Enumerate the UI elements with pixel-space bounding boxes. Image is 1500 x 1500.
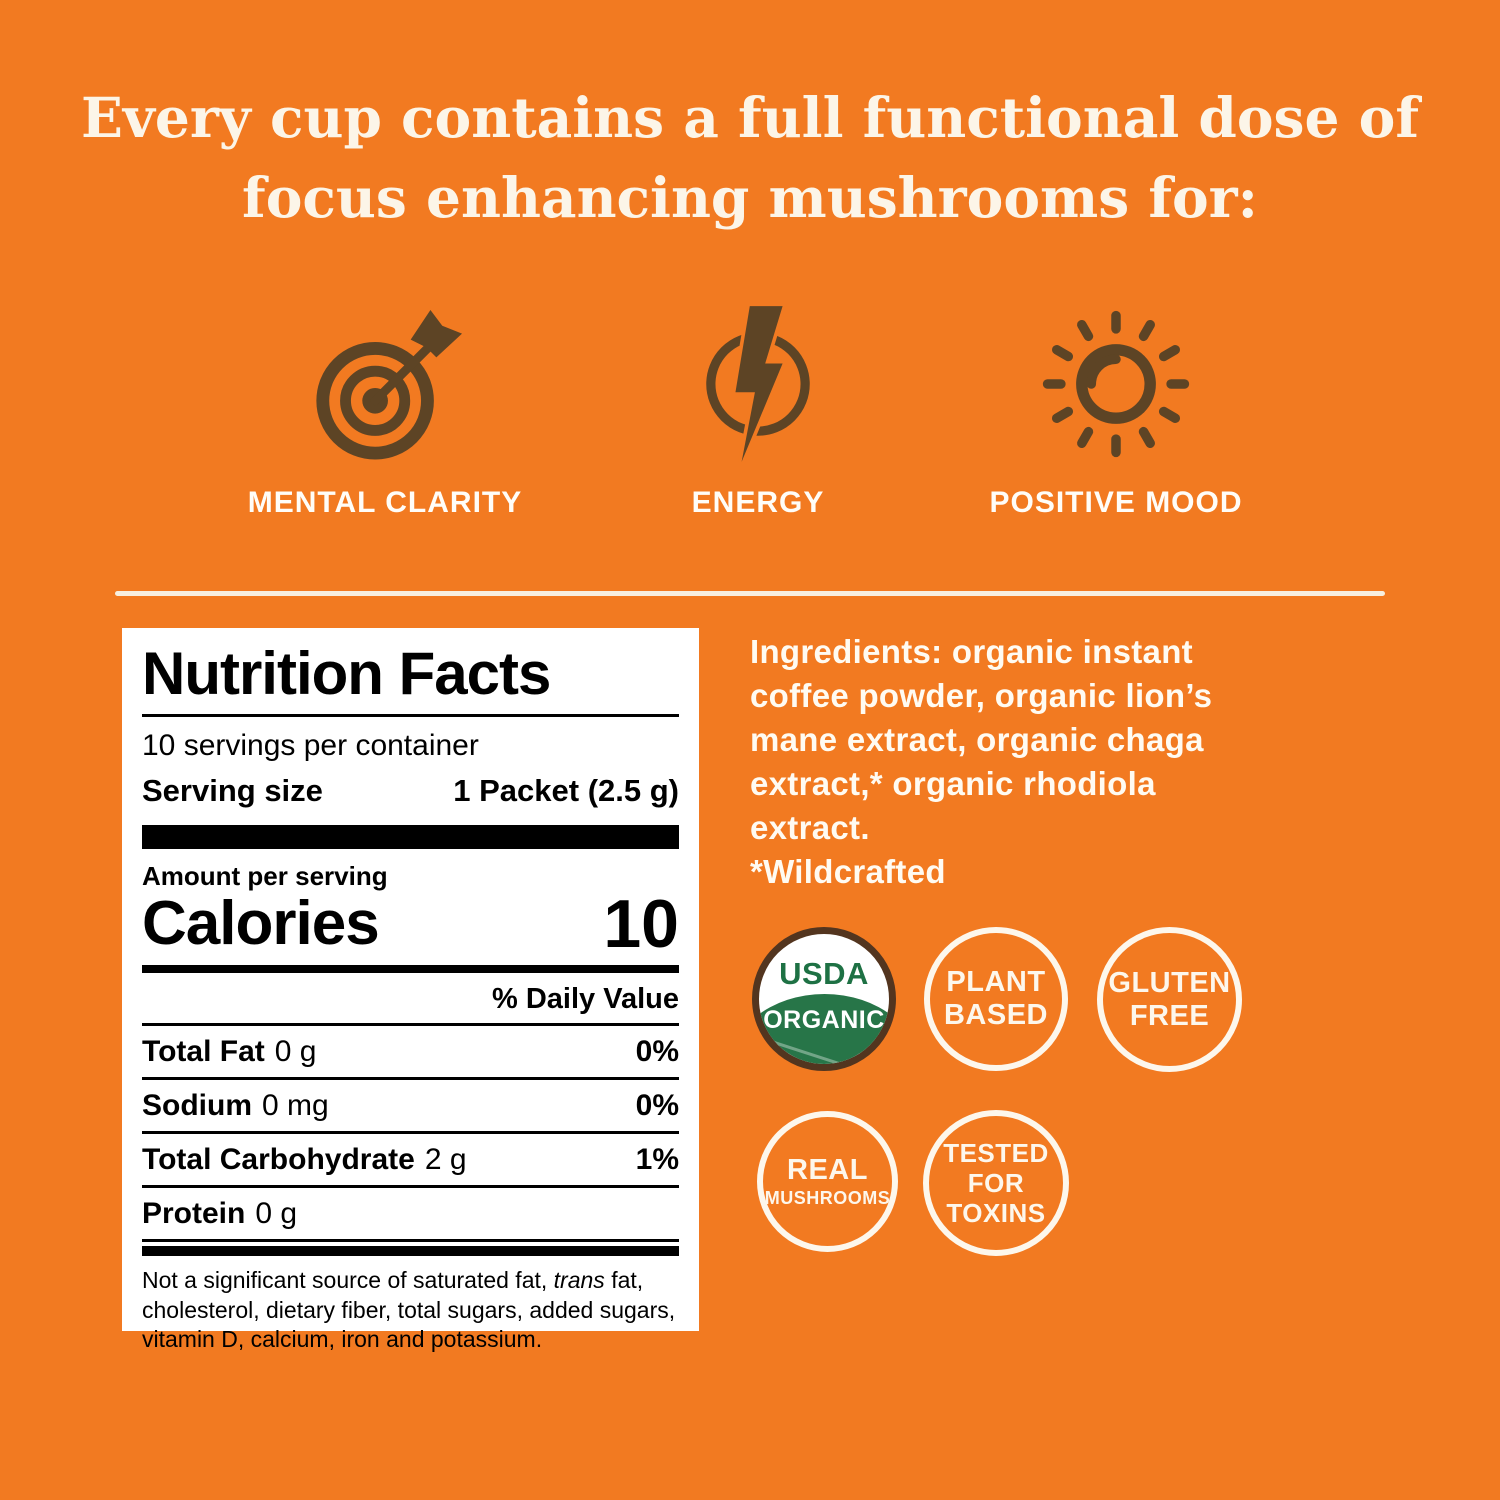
usda-green-field bbox=[759, 993, 889, 1064]
serving-size-row: Serving size 1 Packet (2.5 g) bbox=[142, 767, 679, 815]
organic-label: ORGANIC bbox=[763, 1006, 885, 1034]
nutrient-name: Sodium bbox=[142, 1089, 252, 1122]
servings-per-container: 10 servings per container bbox=[142, 729, 479, 762]
gluten-free-badge: GLUTEN FREE bbox=[1097, 927, 1242, 1072]
rule bbox=[142, 714, 679, 717]
usda-label: USDA bbox=[779, 956, 869, 991]
badge-text: TESTED bbox=[943, 1138, 1049, 1168]
nutrient-row-total-carbohydrate: Total Carbohydrate 2 g 1% bbox=[142, 1134, 679, 1188]
nutrient-dv: 1% bbox=[635, 1143, 679, 1176]
calories-value: 10 bbox=[603, 886, 679, 962]
nutrient-row-total-fat: Total Fat 0 g 0% bbox=[142, 1026, 679, 1080]
headline-line-1: Every cup contains a full functional dos… bbox=[81, 85, 1419, 150]
nutrition-facts-label: Nutrition Facts 10 servings per containe… bbox=[122, 628, 699, 1352]
tested-for-toxins-badge: TESTED FOR TOXINS bbox=[923, 1110, 1069, 1256]
footnote-text: Not a significant source of saturated fa… bbox=[142, 1267, 554, 1293]
nutrient-dv: 0% bbox=[635, 1035, 679, 1068]
ingredients-line: extract,* organic rhodiola bbox=[750, 765, 1156, 802]
nutrition-facts-title: Nutrition Facts bbox=[142, 640, 551, 707]
benefit-positive-mood: POSITIVE MOOD bbox=[936, 298, 1296, 520]
nutrient-row-protein: Protein 0 g bbox=[142, 1188, 679, 1242]
benefit-label-positive-mood: POSITIVE MOOD bbox=[989, 486, 1243, 519]
ingredients-line: *Wildcrafted bbox=[750, 853, 946, 890]
footnote-italic-trans: trans bbox=[553, 1267, 605, 1293]
amount-per-serving: Amount per serving bbox=[142, 861, 388, 891]
badge-text: BASED bbox=[943, 999, 1048, 1031]
nutrient-amount: 0 g bbox=[274, 1035, 317, 1068]
lightning-bolt-icon bbox=[578, 298, 938, 470]
nutrient-amount: 0 mg bbox=[262, 1089, 329, 1122]
badge-text: REAL bbox=[787, 1153, 868, 1186]
calories-row: Calories 10 bbox=[142, 886, 679, 962]
thick-bar bbox=[142, 825, 679, 849]
nutrient-dv: 0% bbox=[635, 1089, 679, 1122]
section-divider bbox=[115, 591, 1385, 596]
ingredients-line: mane extract, organic chaga bbox=[750, 721, 1204, 758]
nutrient-row-sodium: Sodium 0 mg 0% bbox=[142, 1080, 679, 1134]
badge-text: PLANT bbox=[946, 966, 1046, 998]
benefit-label-energy: ENERGY bbox=[691, 486, 825, 519]
target-arrow-icon bbox=[205, 298, 565, 470]
daily-value-header: % Daily Value bbox=[142, 979, 679, 1026]
badge-text: FOR bbox=[967, 1168, 1025, 1198]
badge-text: FREE bbox=[1129, 999, 1210, 1032]
sun-icon bbox=[936, 298, 1296, 470]
ingredients-line: Ingredients: organic instant bbox=[750, 633, 1193, 670]
badge-text: MUSHROOMS bbox=[764, 1187, 891, 1208]
footnote-text: fat, cholesterol, dietary fiber, total s… bbox=[142, 1267, 676, 1352]
ingredients-text: Ingredients: organic instant coffee powd… bbox=[750, 630, 1310, 894]
plant-based-badge: PLANT BASED bbox=[924, 927, 1068, 1071]
calories-label: Calories bbox=[142, 889, 380, 958]
real-mushrooms-badge: REAL MUSHROOMS bbox=[757, 1111, 898, 1252]
serving-size-value: 1 Packet (2.5 g) bbox=[453, 773, 679, 808]
nutrient-name: Total Fat bbox=[142, 1035, 265, 1068]
benefit-label-mental-clarity: MENTAL CLARITY bbox=[247, 486, 523, 519]
nutrient-amount: 2 g bbox=[424, 1143, 467, 1176]
benefit-energy: ENERGY bbox=[578, 298, 938, 520]
nutrient-amount: 0 g bbox=[255, 1197, 298, 1230]
ingredients-line: extract. bbox=[750, 809, 870, 846]
nutrition-footnote: Not a significant source of saturated fa… bbox=[142, 1266, 679, 1355]
headline: Every cup contains a full functional dos… bbox=[0, 78, 1500, 238]
headline-line-2: focus enhancing mushrooms for: bbox=[242, 165, 1258, 230]
nutrient-name: Protein bbox=[142, 1197, 246, 1230]
nutrient-name: Total Carbohydrate bbox=[142, 1143, 415, 1176]
benefit-mental-clarity: MENTAL CLARITY bbox=[205, 298, 565, 520]
serving-size-label: Serving size bbox=[142, 773, 323, 808]
medium-bar bbox=[142, 1246, 679, 1256]
rule bbox=[142, 965, 679, 973]
badge-text: GLUTEN bbox=[1108, 966, 1231, 999]
ingredients-line: coffee powder, organic lion’s bbox=[750, 677, 1213, 714]
badge-text: TOXINS bbox=[946, 1198, 1046, 1228]
usda-organic-badge: USDA ORGANIC bbox=[752, 927, 896, 1071]
